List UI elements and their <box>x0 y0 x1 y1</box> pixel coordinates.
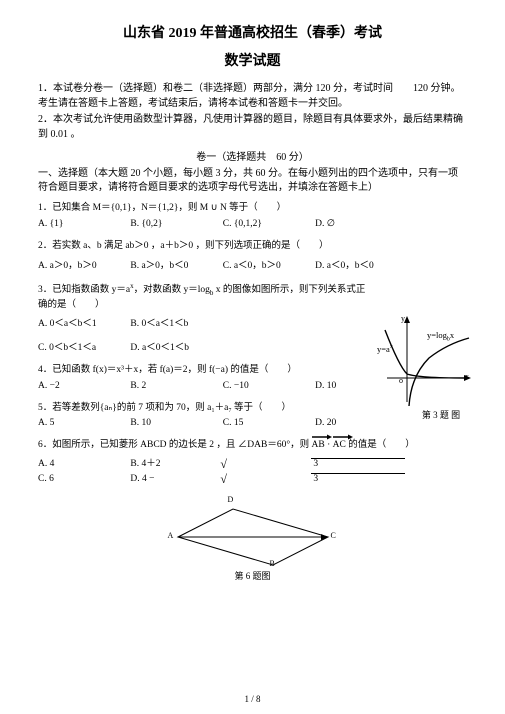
rhombus-figure: D A C B <box>168 497 338 567</box>
page: 山东省 2019 年普通高校招生（春季）考试 数学试题 1．本试卷分卷一（选择题… <box>0 0 505 582</box>
section-1-title: 卷一（选择题共 60 分） <box>38 148 467 163</box>
q2-opt-d: D. a＜0，b＜0 <box>315 257 405 271</box>
q5-opt-d: D. 20 <box>315 418 405 428</box>
question-6: 6．如图所示，已知菱形 ABCD 的边长是 2 ，且 ∠DAB＝60°，则 AB… <box>38 438 467 452</box>
question-3: 3．已知指数函数 y＝ax，对数函数 y＝logb x 的图像如图所示，则下列关… <box>38 281 467 313</box>
q3-opt-b: B. 0＜a＜1＜b <box>130 315 220 329</box>
graph-curve-exp-label: y=ax <box>377 344 393 354</box>
q4-opt-a: A. −2 <box>38 381 128 391</box>
q6-opt-d: D. 4 − √3 <box>130 472 405 487</box>
vector-ac-text: AC <box>333 440 346 450</box>
q2-opt-c: C. a＜0，b＞0 <box>223 257 313 271</box>
q6-opt-b: B. 4＋2√3 <box>130 455 405 472</box>
rhombus-label-b: B <box>270 559 275 568</box>
q6-opt-c: C. 6 <box>38 474 128 484</box>
figure-3-caption: 第 3 题 图 <box>401 408 481 421</box>
q5-opt-a: A. 5 <box>38 418 128 428</box>
q6-opt-b-rad: 3 <box>311 458 405 469</box>
rhombus-label-d: D <box>228 495 234 504</box>
graph-origin-label: o <box>399 376 403 385</box>
rhombus-svg <box>168 497 338 567</box>
q1-opt-b: B. {0,2} <box>130 219 220 229</box>
exam-subject-title: 数学试题 <box>38 50 467 70</box>
q4-opt-c: C. −10 <box>223 381 313 391</box>
question-1: 1．已知集合 M＝{0,1}，N＝{1,2}，则 M ∪ N 等于（ ） <box>38 201 467 215</box>
vector-ab: AB <box>312 438 325 452</box>
question-2: 2．若实数 a、b 满足 ab＞0 ，a＋b＞0 ，则下列选项正确的是（ ） <box>38 239 467 253</box>
question-2-options: A. a＞0，b＞0 B. a＞0，b＜0 C. a＜0，b＞0 D. a＜0，… <box>38 257 467 271</box>
q5-opt-b: B. 10 <box>130 418 220 428</box>
q3-opt-a: A. 0＜a＜b＜1 <box>38 315 128 329</box>
q3-graph: y x o y=logbx y=ax 第 3 题 图 <box>379 316 471 408</box>
instruction-1: 1．本试卷分卷一（选择题）和卷二（非选择题）两部分，满分 120 分，考试时间 … <box>38 82 467 111</box>
section-1-desc: 一、选择题（本大题 20 个小题，每小题 3 分，共 60 分。在每小题列出的四… <box>38 167 467 195</box>
page-footer: 1 / 8 <box>0 694 505 704</box>
question-1-options: A. {1} B. {0,2} C. {0,1,2} D. ∅ <box>38 218 467 229</box>
q4-opt-b: B. 2 <box>130 381 220 391</box>
q2-opt-b: B. a＞0，b＜0 <box>130 257 220 271</box>
q3-text-1: 3．已知指数函数 y＝a <box>38 285 130 295</box>
graph-x-label: x <box>465 372 469 381</box>
graph-y-label: y <box>401 314 405 323</box>
q1-opt-d: D. ∅ <box>315 218 405 229</box>
q6-opt-d-rad: 3 <box>311 473 405 484</box>
q3-opt-c: C. 0＜b＜1＜a <box>38 339 128 353</box>
q1-opt-a: A. {1} <box>38 219 128 229</box>
q6-text-1: 6．如图所示，已知菱形 ABCD 的边长是 2 ，且 ∠DAB＝60°，则 <box>38 440 312 450</box>
q6-opt-d-pre: D. 4 − <box>130 474 220 484</box>
figure-6-caption: 第 6 题图 <box>38 569 467 582</box>
q6-text-2: 的值是（ ） <box>348 440 415 450</box>
instruction-2: 2．本次考试允许使用函数型计算器，凡使用计算器的题目，除题目有具体要求外，最后结… <box>38 113 467 142</box>
q2-opt-a: A. a＞0，b＞0 <box>38 257 128 271</box>
q1-opt-c: C. {0,1,2} <box>223 219 313 229</box>
question-6-options: A. 4 B. 4＋2√3 C. 6 D. 4 − √3 <box>38 455 467 487</box>
rhombus-label-a: A <box>168 531 174 540</box>
q6-opt-b-pre: B. 4＋2 <box>130 455 220 469</box>
q3-opt-d: D. a＜0＜1＜b <box>130 339 220 353</box>
vector-ac: AC <box>333 438 346 452</box>
graph-curve-log-label: y=logbx <box>427 330 454 343</box>
vector-ab-text: AB <box>312 440 325 450</box>
q5-opt-c: C. 15 <box>223 418 313 428</box>
q6-opt-a: A. 4 <box>38 459 128 469</box>
exam-province-title: 山东省 2019 年普通高校招生（春季）考试 <box>38 22 467 42</box>
q3-text-2: ，对数函数 y＝log <box>134 285 210 295</box>
rhombus-label-c: C <box>331 531 336 540</box>
